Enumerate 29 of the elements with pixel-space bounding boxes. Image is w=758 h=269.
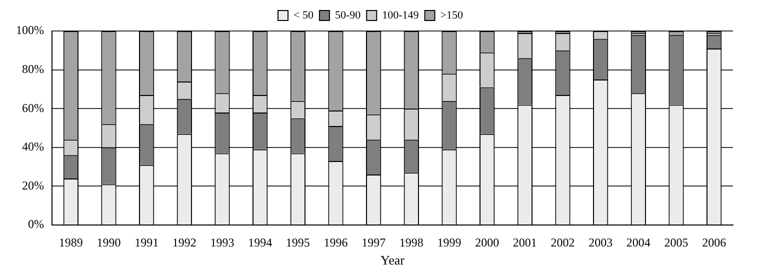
- x-tick-label: 1999: [437, 235, 462, 250]
- x-tick-label: 1990: [96, 235, 121, 250]
- x-tick-label: 1994: [248, 235, 272, 250]
- x-tick-label: 2005: [664, 235, 688, 250]
- x-tick-label: 1993: [210, 235, 234, 250]
- x-tick-label: 2003: [588, 235, 613, 250]
- legend-label: 50-90: [334, 9, 362, 22]
- x-tick-label: 2006: [702, 235, 726, 250]
- y-tick-label: 40%: [22, 140, 44, 154]
- x-tick-label: 1991: [134, 235, 159, 250]
- x-tick-label: 2002: [550, 235, 575, 250]
- x-tick-label: 2004: [626, 235, 650, 250]
- x-tick-label: 1997: [362, 235, 386, 250]
- x-axis-title: Year: [380, 252, 406, 268]
- x-tick-label: 1992: [172, 235, 196, 250]
- legend-label: >150: [440, 9, 464, 22]
- x-tick-label: 1989: [58, 235, 83, 250]
- y-tick-label: 60%: [22, 100, 44, 115]
- x-tick-label: 1998: [399, 235, 424, 250]
- y-tick-label: 80%: [22, 62, 44, 76]
- x-tick-label: 1996: [324, 235, 348, 250]
- y-tick-label: 100%: [16, 23, 44, 38]
- y-tick-label: 0%: [28, 217, 44, 232]
- x-tick-label: 2001: [512, 235, 537, 250]
- legend-label: < 50: [294, 9, 314, 22]
- x-tick-label: 2000: [475, 235, 500, 250]
- x-tick-label: 1995: [286, 235, 310, 250]
- y-tick-label: 20%: [22, 178, 44, 192]
- legend-label: 100-149: [382, 9, 420, 22]
